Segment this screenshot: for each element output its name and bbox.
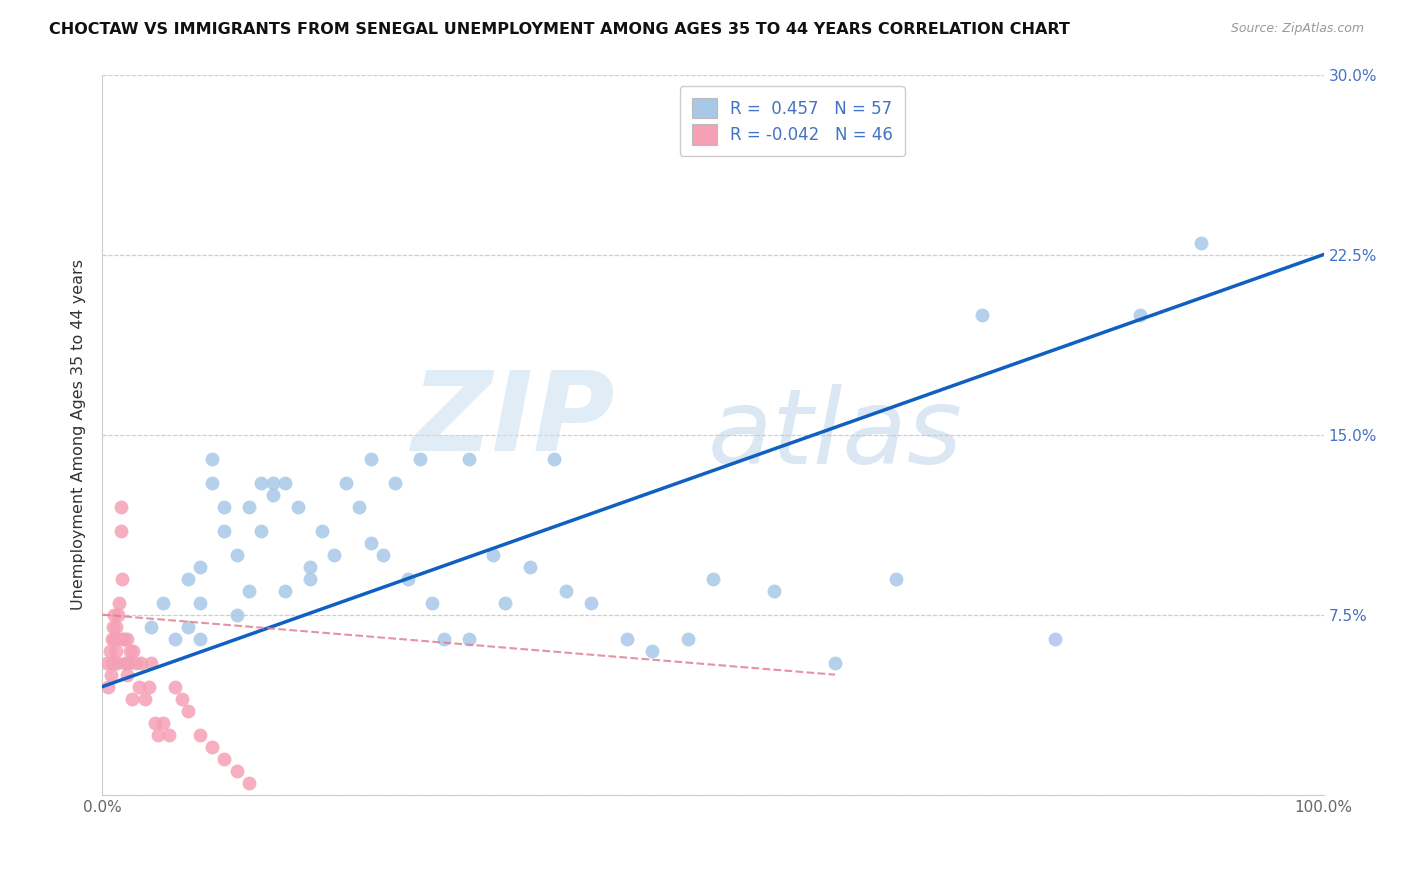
Point: [225, 764, 247, 778]
Point: [143, 715, 166, 730]
Point: [103, 607, 125, 622]
Point: [287, 500, 309, 514]
Point: [457, 632, 479, 646]
Point: [157, 728, 180, 742]
Point: [114, 656, 136, 670]
Point: [128, 680, 150, 694]
Point: [101, 656, 124, 670]
Point: [177, 620, 200, 634]
Point: [201, 451, 224, 466]
Point: [97, 680, 120, 694]
Point: [152, 596, 174, 610]
Point: [311, 524, 333, 538]
Point: [262, 488, 284, 502]
Point: [188, 559, 211, 574]
Point: [457, 451, 479, 466]
Text: Source: ZipAtlas.com: Source: ZipAtlas.com: [1230, 22, 1364, 36]
Point: [101, 632, 124, 646]
Point: [360, 535, 382, 549]
Point: [104, 620, 127, 634]
Point: [103, 656, 125, 670]
Point: [238, 583, 260, 598]
Point: [188, 632, 211, 646]
Point: [111, 572, 134, 586]
Point: [335, 475, 357, 490]
Point: [108, 596, 131, 610]
Point: [115, 656, 138, 670]
Point: [115, 667, 138, 681]
Point: [165, 632, 187, 646]
Point: [1191, 235, 1213, 250]
Point: [555, 583, 578, 598]
Point: [214, 524, 236, 538]
Point: [104, 643, 127, 657]
Point: [105, 656, 128, 670]
Point: [409, 451, 432, 466]
Point: [201, 475, 224, 490]
Point: [115, 632, 138, 646]
Point: [112, 632, 135, 646]
Point: [250, 475, 273, 490]
Point: [121, 691, 143, 706]
Point: [884, 572, 907, 586]
Point: [103, 620, 125, 634]
Point: [420, 596, 443, 610]
Point: [152, 715, 174, 730]
Point: [384, 475, 406, 490]
Point: [118, 656, 141, 670]
Point: [103, 632, 125, 646]
Point: [641, 643, 664, 657]
Point: [165, 680, 187, 694]
Point: [138, 680, 160, 694]
Point: [543, 451, 565, 466]
Point: [360, 451, 382, 466]
Point: [519, 559, 541, 574]
Point: [214, 500, 236, 514]
Point: [396, 572, 419, 586]
Point: [579, 596, 602, 610]
Point: [120, 643, 142, 657]
Point: [134, 691, 156, 706]
Point: [125, 656, 148, 670]
Point: [970, 308, 993, 322]
Point: [110, 524, 132, 538]
Point: [188, 596, 211, 610]
Point: [274, 475, 297, 490]
Point: [225, 607, 247, 622]
Point: [1129, 308, 1152, 322]
Point: [616, 632, 638, 646]
Point: [298, 559, 321, 574]
Point: [96, 656, 118, 670]
Point: [98, 643, 121, 657]
Point: [238, 500, 260, 514]
Point: [139, 620, 162, 634]
Y-axis label: Unemployment Among Ages 35 to 44 years: Unemployment Among Ages 35 to 44 years: [72, 259, 86, 610]
Point: [107, 607, 129, 622]
Point: [177, 572, 200, 586]
Point: [762, 583, 785, 598]
Point: [678, 632, 700, 646]
Point: [371, 548, 394, 562]
Point: [238, 775, 260, 789]
Point: [188, 728, 211, 742]
Point: [105, 632, 128, 646]
Point: [177, 704, 200, 718]
Point: [274, 583, 297, 598]
Point: [129, 656, 152, 670]
Point: [139, 656, 162, 670]
Legend: R =  0.457   N = 57, R = -0.042   N = 46: R = 0.457 N = 57, R = -0.042 N = 46: [681, 87, 904, 156]
Point: [262, 475, 284, 490]
Point: [111, 632, 134, 646]
Point: [201, 739, 224, 754]
Point: [702, 572, 724, 586]
Point: [347, 500, 370, 514]
Point: [1043, 632, 1066, 646]
Text: atlas: atlas: [707, 384, 963, 485]
Text: CHOCTAW VS IMMIGRANTS FROM SENEGAL UNEMPLOYMENT AMONG AGES 35 TO 44 YEARS CORREL: CHOCTAW VS IMMIGRANTS FROM SENEGAL UNEMP…: [49, 22, 1070, 37]
Point: [110, 500, 132, 514]
Point: [433, 632, 456, 646]
Point: [214, 752, 236, 766]
Point: [323, 548, 346, 562]
Text: ZIP: ZIP: [412, 367, 616, 474]
